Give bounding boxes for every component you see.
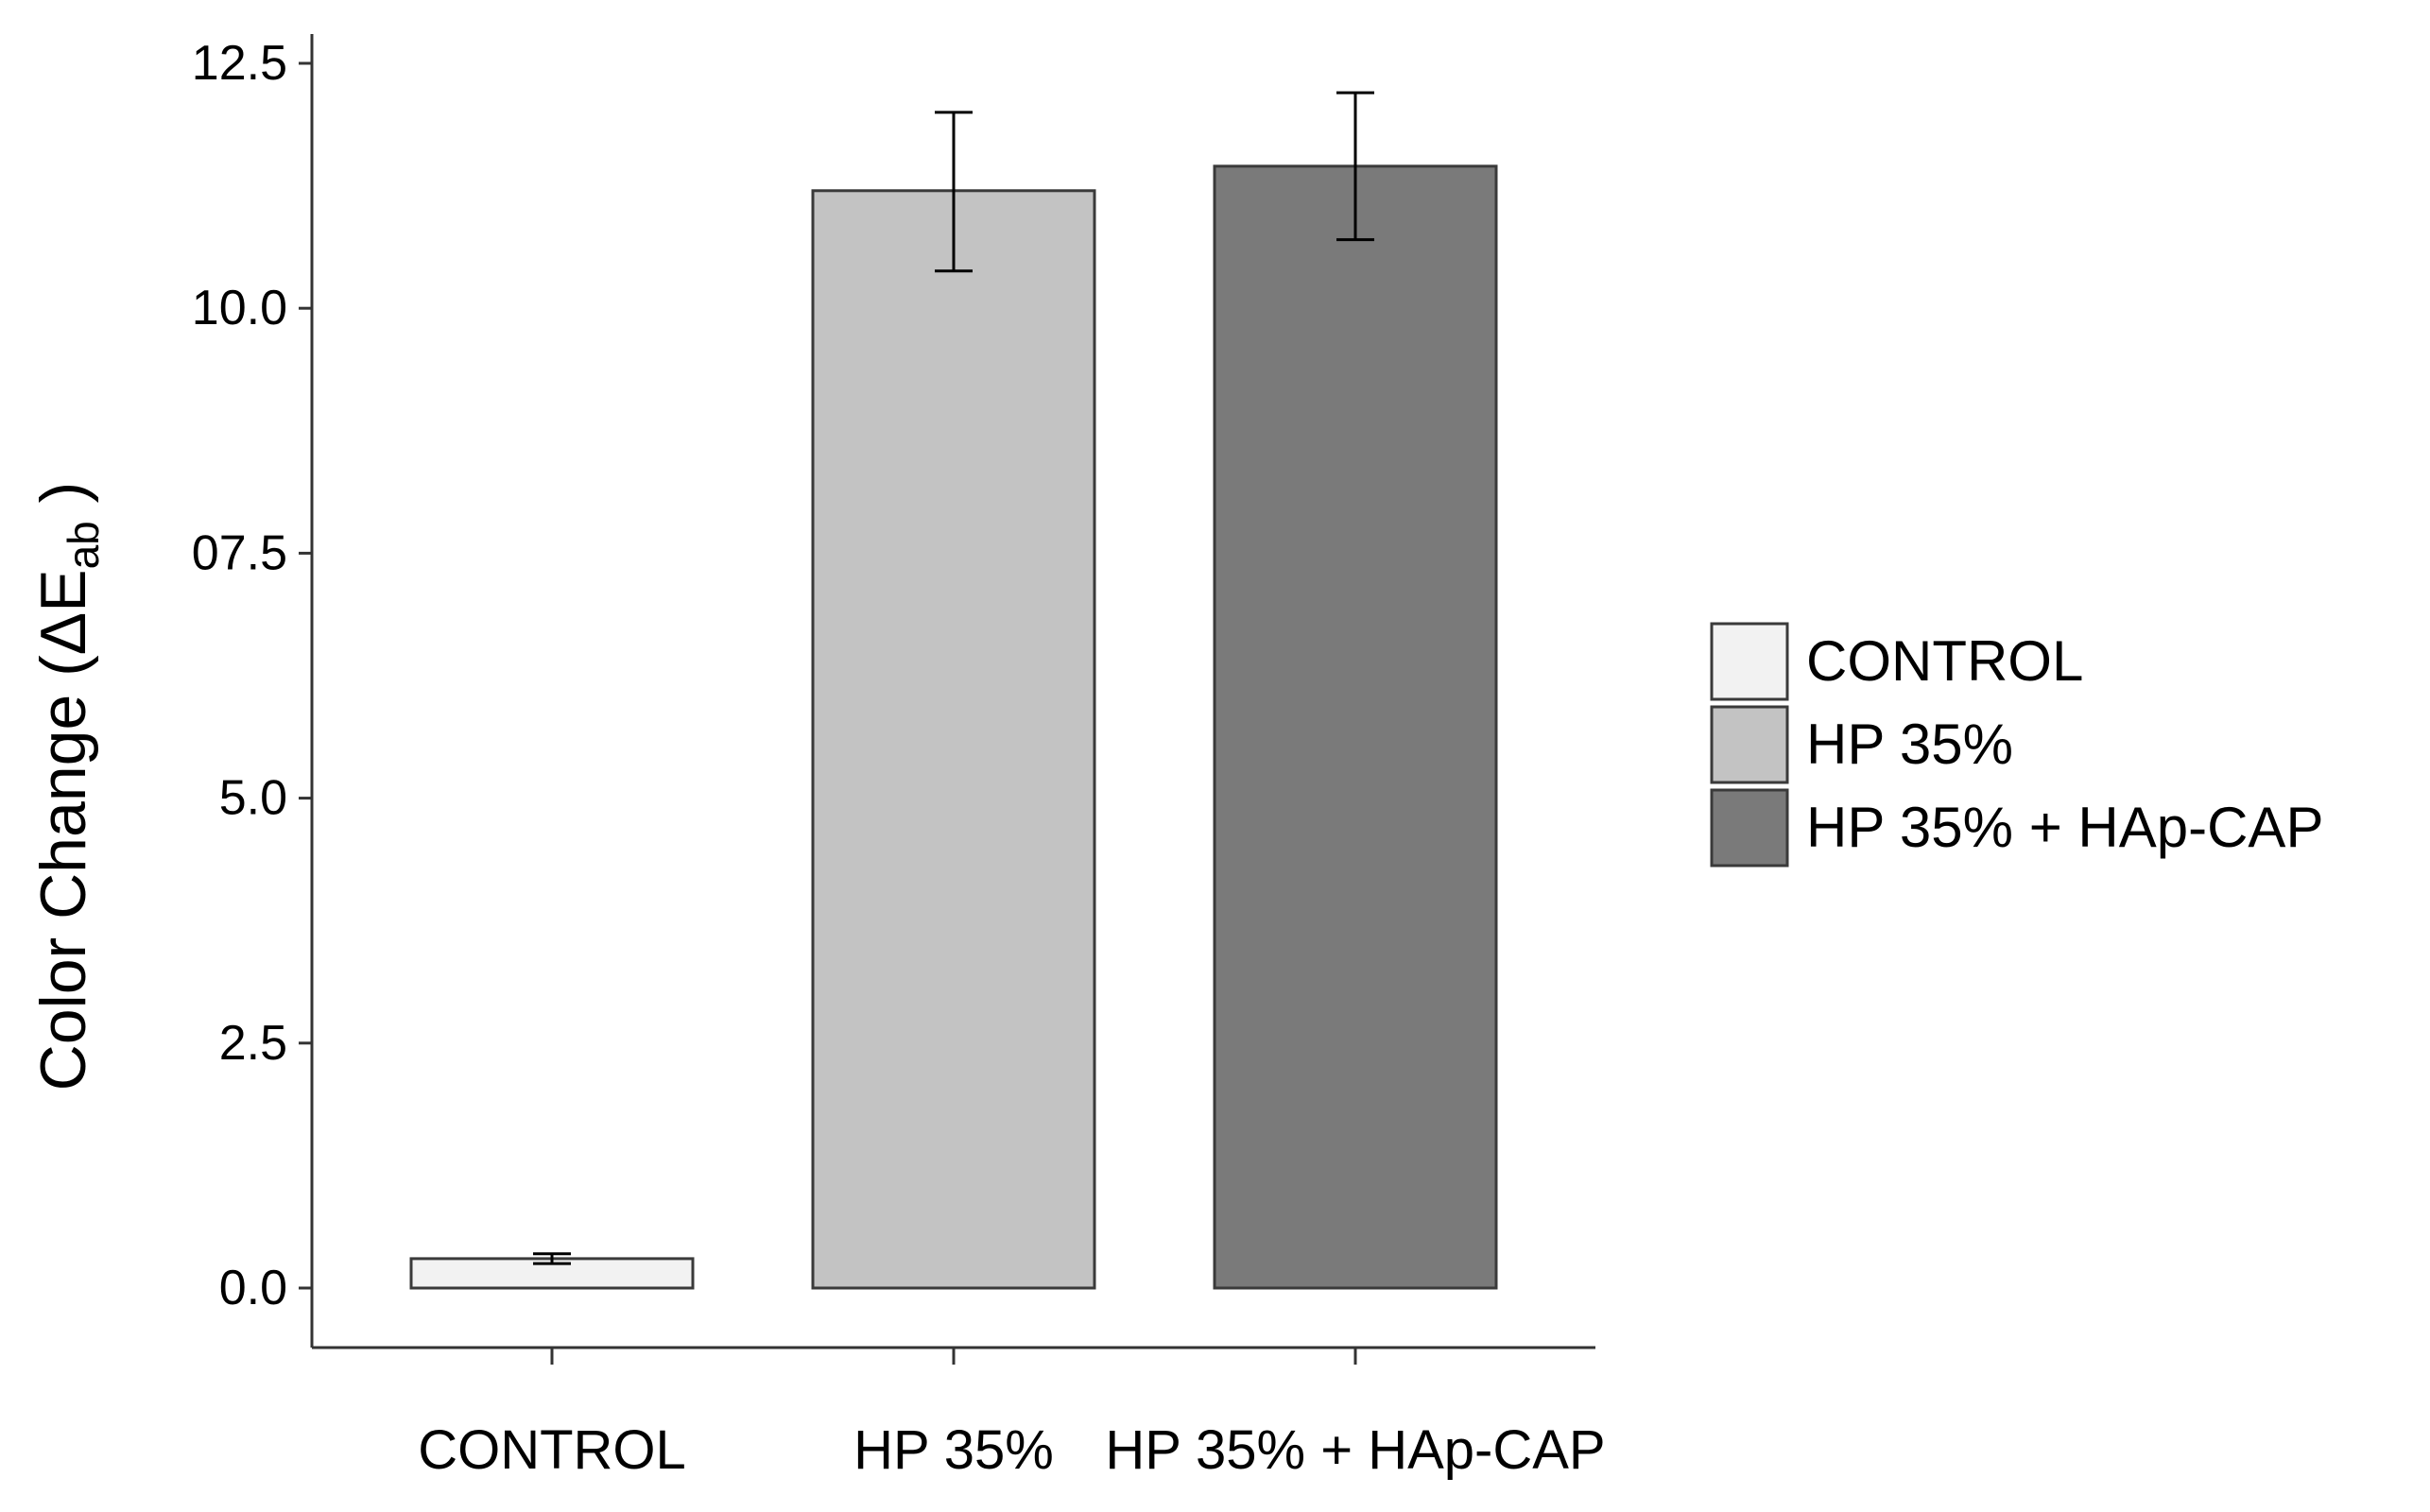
y-axis-label-suffix: ) bbox=[27, 482, 99, 522]
y-axis-label-main: Color Change (ΔE bbox=[27, 569, 99, 1091]
y-tick-label: 12.5 bbox=[192, 36, 287, 91]
y-tick-label: 2.5 bbox=[219, 1016, 287, 1071]
y-tick-label: 10.0 bbox=[192, 281, 287, 335]
legend-swatch bbox=[1710, 622, 1789, 701]
axes bbox=[299, 34, 1595, 1365]
x-tick-label: HP 35% bbox=[853, 1419, 1054, 1481]
y-tick-label: 07.5 bbox=[192, 525, 287, 580]
x-tick-label: HP 35% + HAp-CAP bbox=[1105, 1419, 1605, 1481]
legend-swatch bbox=[1710, 705, 1789, 784]
labels: 0.0 2.5 5.0 07.5 10.0 12.5 CONTROL HP 35% HP 35%… bbox=[27, 36, 1606, 1481]
legend-label: CONTROL bbox=[1806, 629, 2083, 693]
x-tick-label: CONTROL bbox=[418, 1419, 686, 1481]
bar bbox=[811, 189, 1096, 1290]
legend-swatch bbox=[1710, 788, 1789, 868]
y-axis-label-subscript: ab bbox=[59, 521, 108, 569]
bar bbox=[1213, 164, 1498, 1290]
legend: CONTROL HP 35% HP 35% + HAp-CAP bbox=[1710, 622, 2323, 868]
error-bars bbox=[533, 91, 1374, 1265]
y-axis-label: Color Change (ΔEab ) bbox=[27, 482, 108, 1091]
y-tick-label: 5.0 bbox=[219, 771, 287, 826]
legend-label: HP 35% bbox=[1806, 713, 2013, 776]
legend-label: HP 35% + HAp-CAP bbox=[1806, 796, 2323, 859]
bars bbox=[409, 164, 1498, 1290]
y-tick-label: 0.0 bbox=[219, 1261, 287, 1315]
